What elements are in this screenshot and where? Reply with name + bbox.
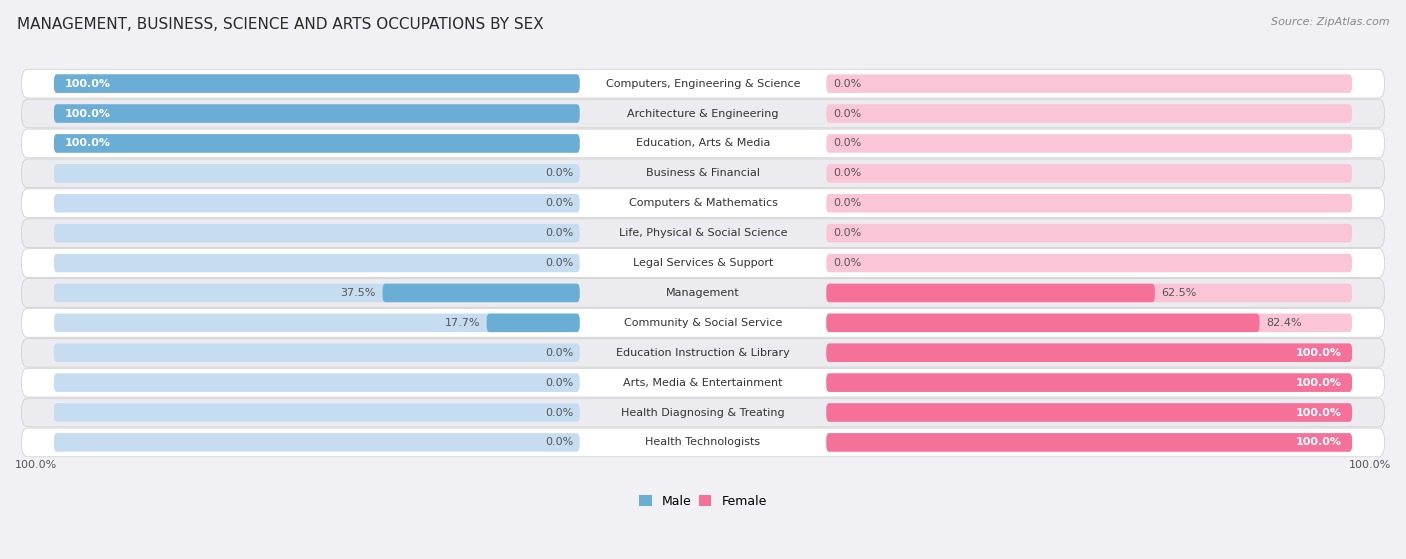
Legend: Male, Female: Male, Female: [634, 490, 772, 513]
FancyBboxPatch shape: [53, 433, 579, 452]
Text: 100.0%: 100.0%: [15, 460, 58, 470]
FancyBboxPatch shape: [53, 105, 579, 123]
FancyBboxPatch shape: [21, 338, 1385, 367]
FancyBboxPatch shape: [53, 134, 579, 153]
Text: 0.0%: 0.0%: [546, 258, 574, 268]
Text: 0.0%: 0.0%: [546, 228, 574, 238]
FancyBboxPatch shape: [486, 314, 579, 332]
Text: 0.0%: 0.0%: [832, 139, 860, 149]
FancyBboxPatch shape: [21, 428, 1385, 457]
FancyBboxPatch shape: [53, 283, 579, 302]
FancyBboxPatch shape: [827, 433, 1353, 452]
FancyBboxPatch shape: [827, 194, 1353, 212]
FancyBboxPatch shape: [827, 433, 1353, 452]
FancyBboxPatch shape: [21, 99, 1385, 128]
Text: Architecture & Engineering: Architecture & Engineering: [627, 108, 779, 119]
FancyBboxPatch shape: [21, 189, 1385, 217]
Text: Business & Financial: Business & Financial: [645, 168, 761, 178]
FancyBboxPatch shape: [21, 398, 1385, 427]
Text: 100.0%: 100.0%: [65, 79, 110, 89]
FancyBboxPatch shape: [21, 278, 1385, 307]
FancyBboxPatch shape: [21, 129, 1385, 158]
FancyBboxPatch shape: [827, 403, 1353, 422]
Text: 82.4%: 82.4%: [1265, 318, 1302, 328]
Text: 0.0%: 0.0%: [546, 438, 574, 447]
Text: 0.0%: 0.0%: [832, 168, 860, 178]
FancyBboxPatch shape: [827, 373, 1353, 392]
FancyBboxPatch shape: [21, 368, 1385, 397]
Text: 0.0%: 0.0%: [546, 378, 574, 387]
Text: 100.0%: 100.0%: [1296, 348, 1341, 358]
FancyBboxPatch shape: [53, 134, 579, 153]
FancyBboxPatch shape: [53, 74, 579, 93]
Text: 0.0%: 0.0%: [546, 168, 574, 178]
FancyBboxPatch shape: [21, 219, 1385, 248]
FancyBboxPatch shape: [827, 314, 1353, 332]
Text: Health Diagnosing & Treating: Health Diagnosing & Treating: [621, 408, 785, 418]
FancyBboxPatch shape: [827, 283, 1154, 302]
FancyBboxPatch shape: [21, 159, 1385, 188]
Text: 0.0%: 0.0%: [546, 408, 574, 418]
Text: 0.0%: 0.0%: [832, 108, 860, 119]
FancyBboxPatch shape: [827, 164, 1353, 183]
FancyBboxPatch shape: [827, 403, 1353, 422]
Text: 100.0%: 100.0%: [65, 139, 110, 149]
FancyBboxPatch shape: [53, 373, 579, 392]
Text: Legal Services & Support: Legal Services & Support: [633, 258, 773, 268]
FancyBboxPatch shape: [382, 283, 579, 302]
Text: 100.0%: 100.0%: [1296, 438, 1341, 447]
Text: Management: Management: [666, 288, 740, 298]
FancyBboxPatch shape: [21, 249, 1385, 277]
Text: 62.5%: 62.5%: [1161, 288, 1197, 298]
FancyBboxPatch shape: [827, 283, 1353, 302]
Text: 100.0%: 100.0%: [1348, 460, 1391, 470]
Text: Computers, Engineering & Science: Computers, Engineering & Science: [606, 79, 800, 89]
FancyBboxPatch shape: [53, 343, 579, 362]
Text: Health Technologists: Health Technologists: [645, 438, 761, 447]
Text: 37.5%: 37.5%: [340, 288, 375, 298]
Text: 100.0%: 100.0%: [1296, 378, 1341, 387]
FancyBboxPatch shape: [827, 373, 1353, 392]
FancyBboxPatch shape: [53, 105, 579, 123]
FancyBboxPatch shape: [827, 343, 1353, 362]
Text: Source: ZipAtlas.com: Source: ZipAtlas.com: [1271, 17, 1389, 27]
FancyBboxPatch shape: [53, 194, 579, 212]
FancyBboxPatch shape: [21, 309, 1385, 337]
Text: 100.0%: 100.0%: [65, 108, 110, 119]
FancyBboxPatch shape: [53, 314, 579, 332]
FancyBboxPatch shape: [53, 403, 579, 422]
Text: 17.7%: 17.7%: [444, 318, 479, 328]
FancyBboxPatch shape: [53, 74, 579, 93]
FancyBboxPatch shape: [827, 105, 1353, 123]
Text: 0.0%: 0.0%: [546, 348, 574, 358]
Text: Life, Physical & Social Science: Life, Physical & Social Science: [619, 228, 787, 238]
Text: Community & Social Service: Community & Social Service: [624, 318, 782, 328]
FancyBboxPatch shape: [827, 254, 1353, 272]
Text: Education, Arts & Media: Education, Arts & Media: [636, 139, 770, 149]
FancyBboxPatch shape: [827, 343, 1353, 362]
Text: Computers & Mathematics: Computers & Mathematics: [628, 198, 778, 209]
FancyBboxPatch shape: [53, 254, 579, 272]
FancyBboxPatch shape: [53, 164, 579, 183]
FancyBboxPatch shape: [827, 134, 1353, 153]
Text: 0.0%: 0.0%: [832, 228, 860, 238]
FancyBboxPatch shape: [21, 69, 1385, 98]
Text: 0.0%: 0.0%: [546, 198, 574, 209]
Text: 100.0%: 100.0%: [1296, 408, 1341, 418]
Text: 0.0%: 0.0%: [832, 198, 860, 209]
Text: Education Instruction & Library: Education Instruction & Library: [616, 348, 790, 358]
FancyBboxPatch shape: [827, 224, 1353, 243]
FancyBboxPatch shape: [53, 224, 579, 243]
Text: Arts, Media & Entertainment: Arts, Media & Entertainment: [623, 378, 783, 387]
Text: MANAGEMENT, BUSINESS, SCIENCE AND ARTS OCCUPATIONS BY SEX: MANAGEMENT, BUSINESS, SCIENCE AND ARTS O…: [17, 17, 544, 32]
Text: 0.0%: 0.0%: [832, 258, 860, 268]
FancyBboxPatch shape: [827, 314, 1260, 332]
Text: 0.0%: 0.0%: [832, 79, 860, 89]
FancyBboxPatch shape: [827, 74, 1353, 93]
